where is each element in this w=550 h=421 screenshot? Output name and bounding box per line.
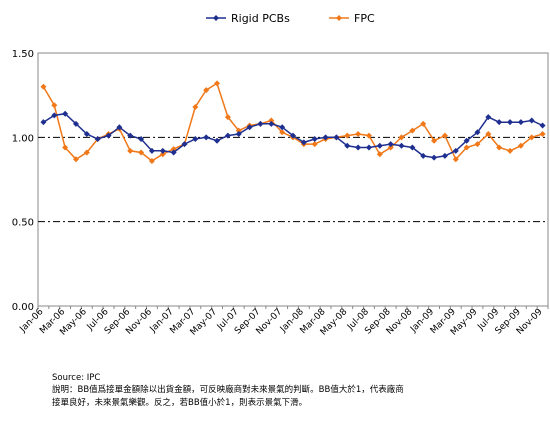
data-point-rigid-pcbs <box>214 137 221 144</box>
data-point-fpc <box>409 127 416 134</box>
data-point-fpc <box>138 149 145 156</box>
data-point-rigid-pcbs <box>333 134 340 141</box>
data-point-fpc <box>311 141 318 148</box>
data-point-fpc <box>203 87 210 94</box>
data-point-fpc <box>517 142 524 149</box>
data-point-rigid-pcbs <box>105 132 112 139</box>
data-point-fpc <box>376 151 383 158</box>
legend-label-fpc: FPC <box>354 12 375 25</box>
data-point-rigid-pcbs <box>300 139 307 146</box>
caption-line-2: 接單良好，未來景氣樂觀。反之，若BB值小於1，則表示景氣下滑。 <box>52 398 308 408</box>
data-point-rigid-pcbs <box>94 136 101 143</box>
data-point-rigid-pcbs <box>268 120 275 127</box>
data-point-rigid-pcbs <box>279 124 286 131</box>
data-point-rigid-pcbs <box>40 119 47 126</box>
legend-marker-fpc <box>336 15 342 21</box>
data-point-fpc <box>474 141 481 148</box>
data-point-fpc <box>159 151 166 158</box>
data-point-fpc <box>214 80 221 87</box>
data-point-rigid-pcbs <box>431 154 438 161</box>
data-point-rigid-pcbs <box>62 110 69 117</box>
data-point-rigid-pcbs <box>192 136 199 143</box>
data-point-rigid-pcbs <box>528 117 535 124</box>
data-point-rigid-pcbs <box>485 114 492 121</box>
data-point-fpc <box>224 114 231 121</box>
data-point-fpc <box>148 157 155 164</box>
data-point-fpc <box>528 134 535 141</box>
data-point-fpc <box>268 117 275 124</box>
legend-label-rigid-pcbs: Rigid PCBs <box>231 12 290 25</box>
data-point-rigid-pcbs <box>235 130 242 137</box>
data-point-rigid-pcbs <box>344 142 351 149</box>
data-point-rigid-pcbs <box>159 147 166 154</box>
data-point-rigid-pcbs <box>507 119 514 126</box>
data-point-rigid-pcbs <box>72 120 79 127</box>
data-point-rigid-pcbs <box>398 142 405 149</box>
y-tick-label: 1.00 <box>12 133 34 144</box>
data-point-rigid-pcbs <box>224 132 231 139</box>
source-note: Source: IPC <box>52 373 101 383</box>
data-point-rigid-pcbs <box>116 124 123 131</box>
data-point-rigid-pcbs <box>452 147 459 154</box>
data-point-fpc <box>62 144 69 151</box>
data-point-fpc <box>72 156 79 163</box>
data-point-rigid-pcbs <box>170 149 177 156</box>
data-point-rigid-pcbs <box>51 112 58 119</box>
y-tick-label: 1.50 <box>12 49 34 60</box>
caption-line-1: 說明：BB值爲接單金額除以出貨金額，可反映廠商對未來景氣的判斷。BB值大於1，代… <box>52 385 404 395</box>
data-point-fpc <box>441 132 448 139</box>
y-tick-label: 0.50 <box>12 218 34 229</box>
data-point-rigid-pcbs <box>539 122 546 129</box>
data-point-fpc <box>235 127 242 134</box>
plot-frame <box>37 52 549 307</box>
data-point-rigid-pcbs <box>441 152 448 159</box>
data-point-rigid-pcbs <box>322 134 329 141</box>
data-point-rigid-pcbs <box>138 136 145 143</box>
data-point-rigid-pcbs <box>148 147 155 154</box>
data-point-rigid-pcbs <box>376 142 383 149</box>
legend-marker-rigid-pcbs <box>213 15 219 21</box>
data-point-fpc <box>496 144 503 151</box>
data-point-rigid-pcbs <box>496 119 503 126</box>
data-point-rigid-pcbs <box>463 137 470 144</box>
y-tick-label: 0.00 <box>12 302 34 313</box>
data-point-rigid-pcbs <box>311 136 318 143</box>
data-point-fpc <box>83 149 90 156</box>
data-point-rigid-pcbs <box>365 144 372 151</box>
data-point-fpc <box>355 130 362 137</box>
data-point-rigid-pcbs <box>246 124 253 131</box>
data-point-rigid-pcbs <box>387 141 394 148</box>
data-point-fpc <box>344 132 351 139</box>
data-point-fpc <box>507 147 514 154</box>
data-point-rigid-pcbs <box>181 141 188 148</box>
data-point-fpc <box>279 129 286 136</box>
data-point-fpc <box>127 147 134 154</box>
data-point-fpc <box>420 120 427 127</box>
data-point-rigid-pcbs <box>203 134 210 141</box>
data-point-fpc <box>51 102 58 109</box>
data-point-rigid-pcbs <box>420 152 427 159</box>
data-point-fpc <box>463 144 470 151</box>
data-point-fpc <box>192 103 199 110</box>
data-point-rigid-pcbs <box>355 144 362 151</box>
data-point-rigid-pcbs <box>474 129 481 136</box>
data-point-fpc <box>431 137 438 144</box>
data-point-rigid-pcbs <box>290 132 296 139</box>
data-point-fpc <box>365 132 372 139</box>
data-point-fpc <box>387 144 394 151</box>
data-point-rigid-pcbs <box>83 130 90 137</box>
data-point-fpc <box>40 83 47 90</box>
data-point-fpc <box>398 134 405 141</box>
data-point-rigid-pcbs <box>257 120 264 127</box>
data-point-fpc <box>485 130 492 137</box>
data-point-rigid-pcbs <box>127 132 134 139</box>
data-point-fpc <box>452 156 459 163</box>
data-point-rigid-pcbs <box>517 119 524 126</box>
data-point-rigid-pcbs <box>409 144 416 151</box>
data-point-fpc <box>539 130 546 137</box>
